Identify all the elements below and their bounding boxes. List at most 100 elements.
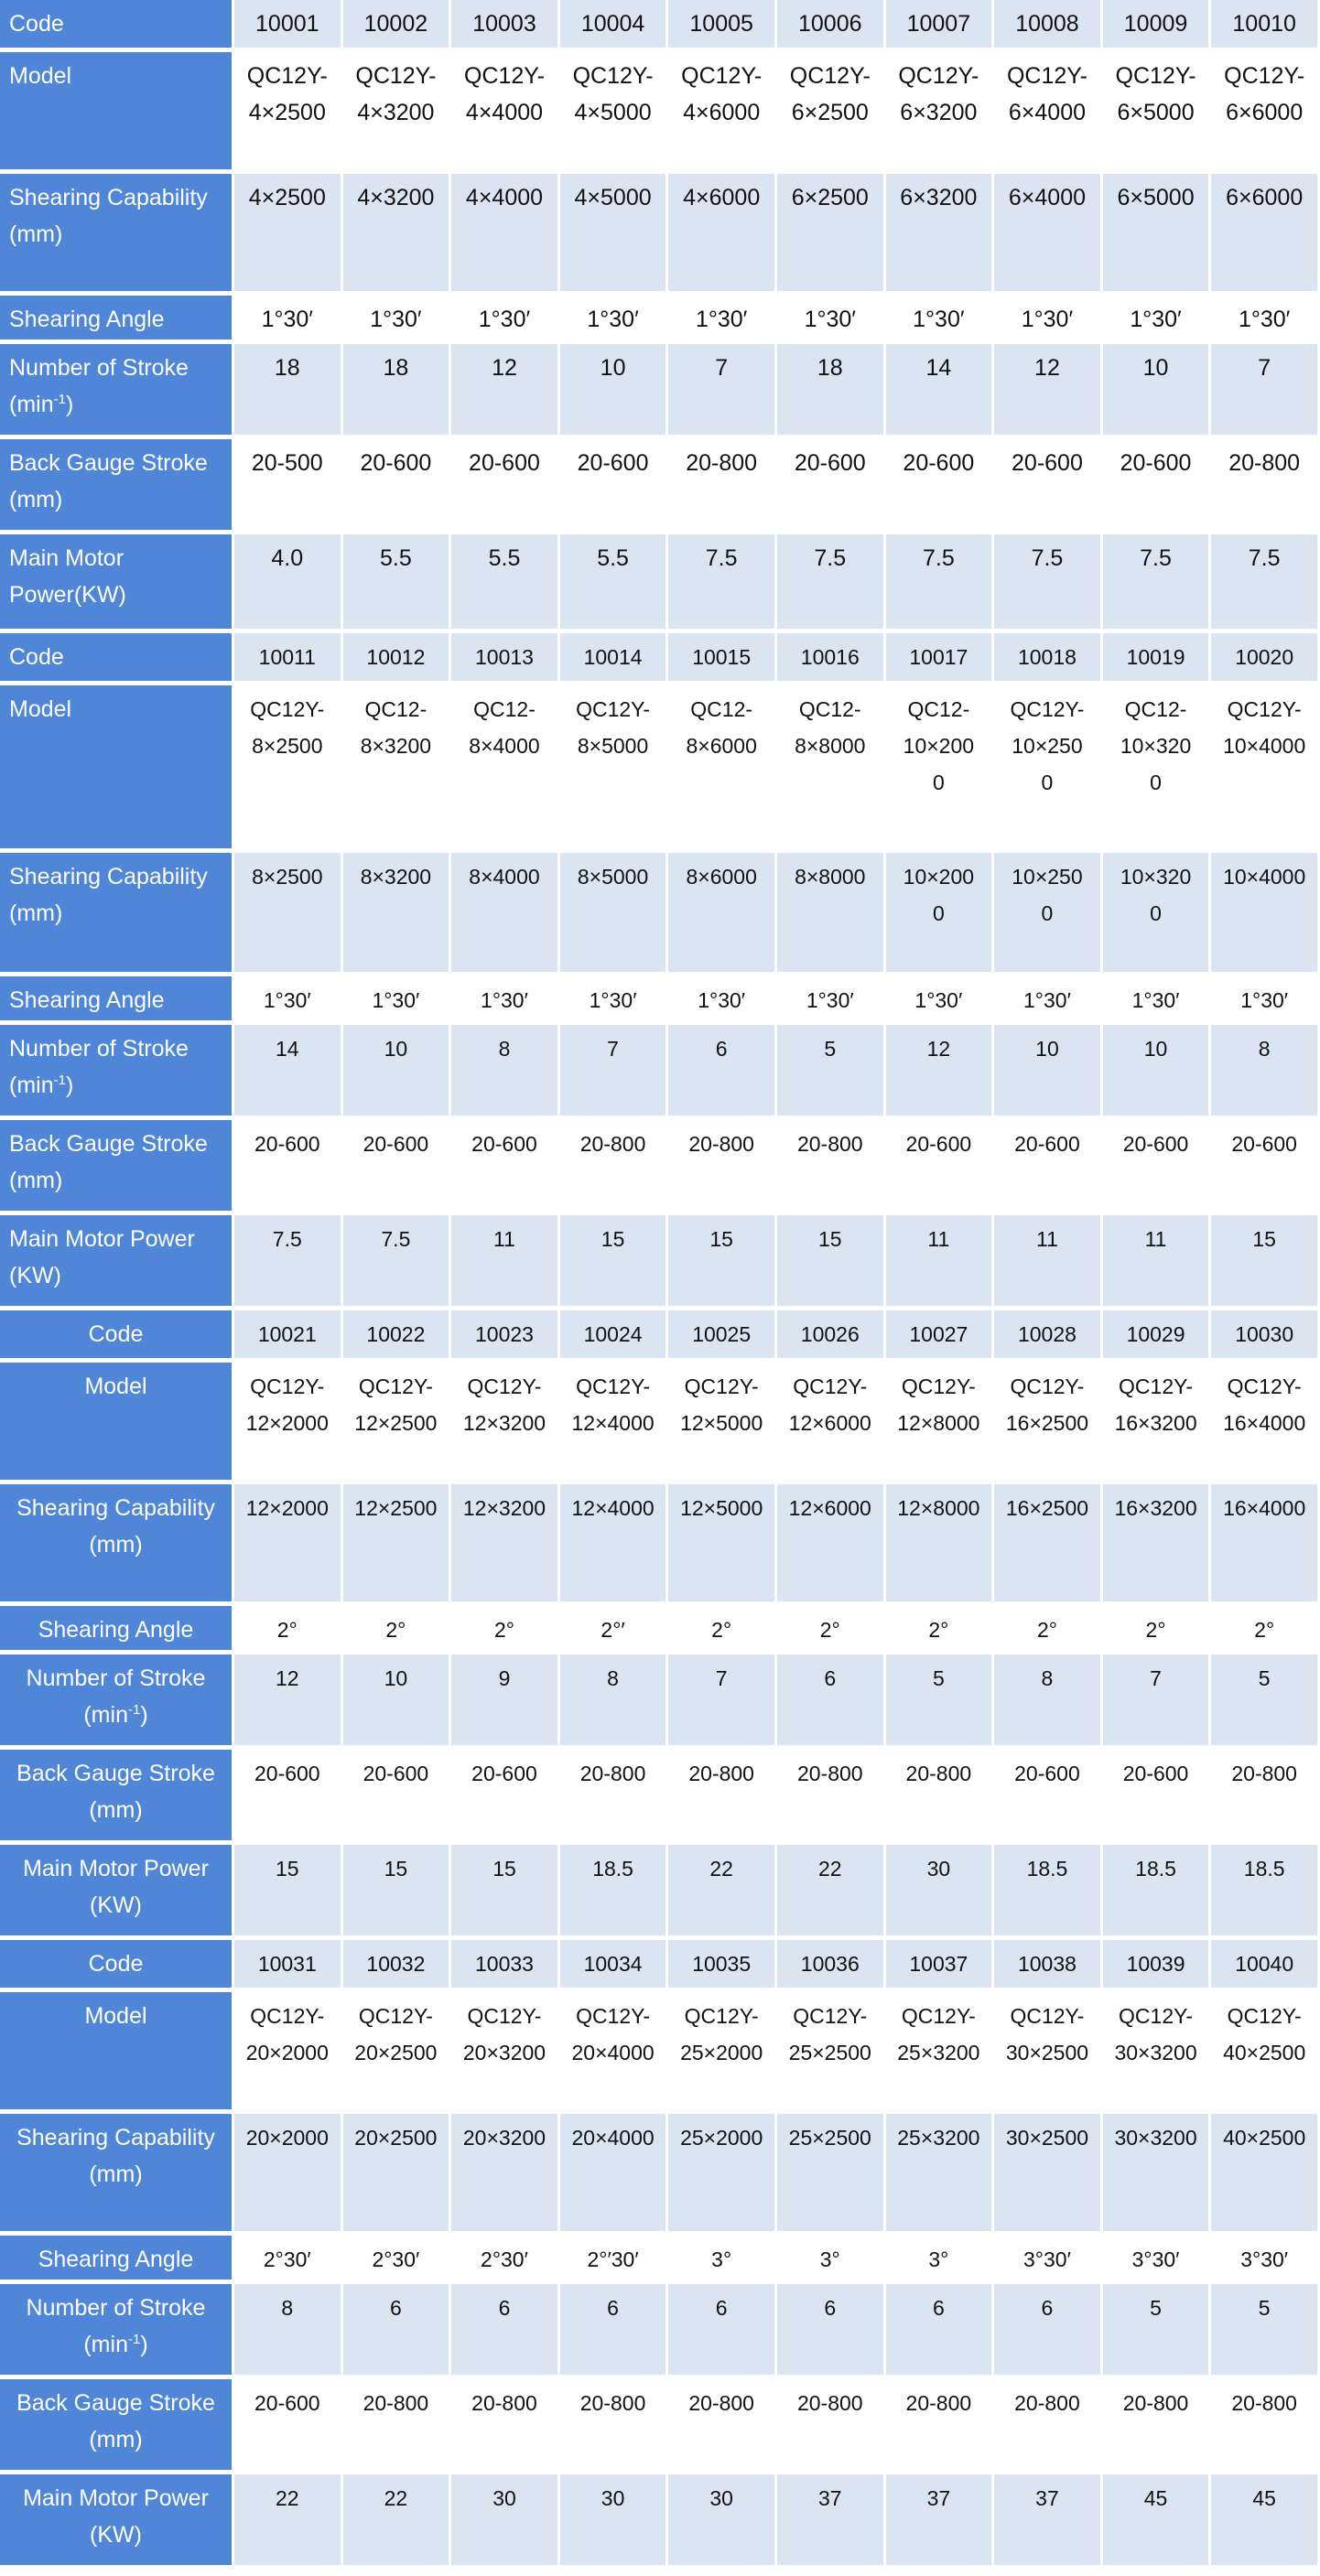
model-cell: QC12- 8×4000 — [451, 685, 560, 853]
capability-cell: 4×4000 — [451, 174, 560, 296]
capability-cell: 8×5000 — [559, 853, 669, 976]
stroke-cell: 5 — [1211, 1654, 1320, 1750]
spec-table-4: Code 10031 10032 10033 10034 10035 10036… — [0, 1940, 1320, 2570]
angle-cell: 1°30′ — [234, 296, 343, 344]
motor-cell: 30 — [559, 2474, 669, 2570]
motor-row: Main Motor Power (KW) 7.5 7.5 11 15 15 15… — [0, 1215, 1320, 1310]
motor-cell: 5.5 — [342, 534, 452, 633]
code-cell: 10010 — [1211, 0, 1320, 52]
angle-header: Shearing Angle — [0, 1606, 234, 1654]
capability-cell: 8×2500 — [234, 853, 343, 976]
code-cell: 10028 — [994, 1310, 1103, 1363]
model-cell: QC12Y- 16×2500 — [994, 1363, 1103, 1484]
capability-cell: 12×2500 — [342, 1484, 452, 1606]
angle-cell: 2° — [1211, 1606, 1320, 1654]
model-cell: QC12Y- 12×2500 — [342, 1363, 452, 1484]
gauge-cell: 20-600 — [342, 439, 452, 534]
code-cell: 10040 — [1211, 1940, 1320, 1992]
stroke-cell: 6 — [342, 2284, 452, 2379]
capability-cell: 25×2500 — [776, 2114, 886, 2236]
capability-cell: 4×6000 — [668, 174, 777, 296]
code-cell: 10012 — [342, 633, 452, 685]
stroke-row: Number of Stroke (min-1) 14 10 8 7 6 5 12… — [0, 1025, 1320, 1120]
motor-cell: 4.0 — [234, 534, 343, 633]
angle-cell: 3° — [668, 2236, 777, 2284]
gauge-cell: 20-800 — [776, 1120, 886, 1215]
angle-header: Shearing Angle — [0, 296, 234, 344]
model-cell: QC12Y- 4×6000 — [668, 52, 777, 174]
angle-cell: 1°30′ — [342, 296, 452, 344]
code-cell: 10031 — [234, 1940, 343, 1992]
gauge-cell: 20-800 — [668, 1750, 777, 1845]
angle-cell: 2° — [1102, 1606, 1212, 1654]
code-cell: 10033 — [451, 1940, 560, 1992]
capability-cell: 30×3200 — [1102, 2114, 1212, 2236]
motor-cell: 30 — [668, 2474, 777, 2570]
angle-cell: 1°30′ — [994, 976, 1103, 1025]
motor-cell: 22 — [234, 2474, 343, 2570]
stroke-row: Number of Stroke (min-1) 12 10 9 8 7 6 5 … — [0, 1654, 1320, 1750]
capability-cell: 4×2500 — [234, 174, 343, 296]
model-header: Model — [0, 1992, 234, 2114]
stroke-cell: 18 — [342, 344, 452, 439]
stroke-cell: 6 — [776, 1654, 886, 1750]
angle-cell: 1°30′ — [234, 976, 343, 1025]
code-cell: 10026 — [776, 1310, 886, 1363]
model-cell: QC12Y- 4×4000 — [451, 52, 560, 174]
gauge-cell: 20-600 — [885, 1120, 995, 1215]
capability-cell: 20×4000 — [559, 2114, 669, 2236]
model-cell: QC12- 10×320 0 — [1102, 685, 1212, 853]
code-cell: 10037 — [885, 1940, 995, 1992]
motor-cell: 45 — [1102, 2474, 1212, 2570]
motor-cell: 18.5 — [559, 1845, 669, 1940]
code-cell: 10032 — [342, 1940, 452, 1992]
angle-cell: 2° — [776, 1606, 886, 1654]
capability-cell: 6×5000 — [1102, 174, 1212, 296]
stroke-row: Number of Stroke (min-1) 18 18 12 10 7 18… — [0, 344, 1320, 439]
gauge-cell: 20-800 — [1211, 2379, 1320, 2474]
gauge-cell: 20-800 — [342, 2379, 452, 2474]
code-cell: 10006 — [776, 0, 886, 52]
angle-cell: 1°30′ — [451, 296, 560, 344]
capability-cell: 16×4000 — [1211, 1484, 1320, 1606]
model-cell: QC12- 8×3200 — [342, 685, 452, 853]
capability-cell: 8×3200 — [342, 853, 452, 976]
model-row: Model QC12Y- 12×2000 QC12Y- 12×2500 QC12Y-… — [0, 1363, 1320, 1484]
gauge-cell: 20-600 — [342, 1750, 452, 1845]
stroke-cell: 6 — [668, 2284, 777, 2379]
stroke-cell: 7 — [1102, 1654, 1212, 1750]
capability-row: Shearing Capability (mm) 12×2000 12×2500 … — [0, 1484, 1320, 1606]
model-cell: QC12Y- 6×2500 — [776, 52, 886, 174]
gauge-cell: 20-600 — [451, 1750, 560, 1845]
gauge-row: Back Gauge Stroke (mm) 20-500 20-600 20-6… — [0, 439, 1320, 534]
model-header: Model — [0, 1363, 234, 1484]
code-cell: 10011 — [234, 633, 343, 685]
angle-cell: 1°30′ — [668, 976, 777, 1025]
gauge-cell: 20-800 — [1211, 439, 1320, 534]
motor-cell: 18.5 — [1211, 1845, 1320, 1940]
code-cell: 10004 — [559, 0, 669, 52]
code-cell: 10001 — [234, 0, 343, 52]
stroke-cell: 10 — [342, 1654, 452, 1750]
angle-cell: 1°30′ — [451, 976, 560, 1025]
angle-cell: 2° — [234, 1606, 343, 1654]
model-cell: QC12- 10×200 0 — [885, 685, 995, 853]
code-cell: 10024 — [559, 1310, 669, 1363]
stroke-cell: 10 — [994, 1025, 1103, 1120]
model-row: Model QC12Y- 4×2500 QC12Y- 4×3200 QC12Y- 4×… — [0, 52, 1320, 174]
angle-cell: 1°30′ — [885, 296, 995, 344]
code-cell: 10019 — [1102, 633, 1212, 685]
model-cell: QC12Y- 12×5000 — [668, 1363, 777, 1484]
angle-cell: 2°30′ — [234, 2236, 343, 2284]
motor-cell: 37 — [885, 2474, 995, 2570]
motor-cell: 15 — [668, 1215, 777, 1310]
model-cell: QC12Y- 10×4000 — [1211, 685, 1320, 853]
capability-header: Shearing Capability (mm) — [0, 853, 234, 976]
angle-cell: 1°30′ — [885, 976, 995, 1025]
stroke-cell: 7 — [668, 1654, 777, 1750]
angle-cell: 2° — [451, 1606, 560, 1654]
angle-cell: 1°30′ — [1211, 976, 1320, 1025]
gauge-cell: 20-600 — [885, 439, 995, 534]
model-cell: QC12Y- 12×6000 — [776, 1363, 886, 1484]
